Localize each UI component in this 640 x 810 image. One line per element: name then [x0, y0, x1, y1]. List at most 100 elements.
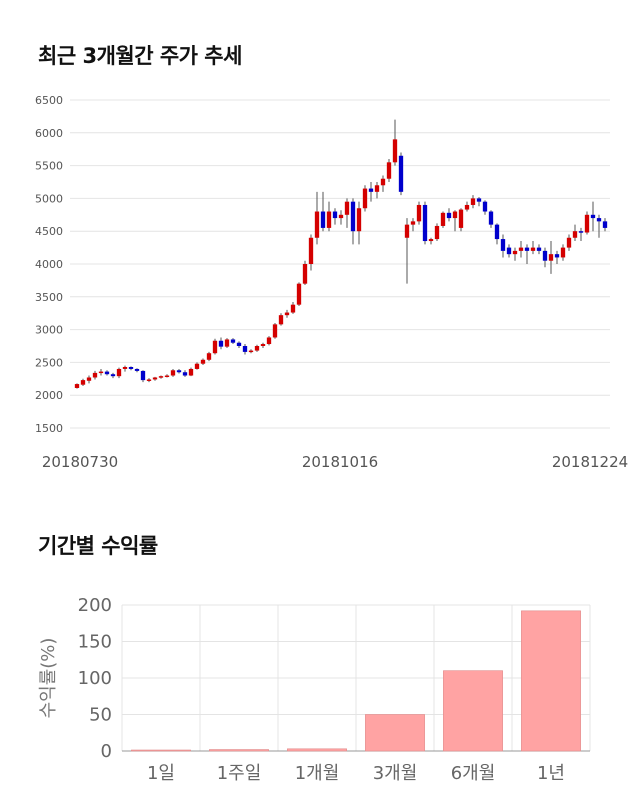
candle-body	[368, 188, 374, 192]
candle-body	[260, 344, 266, 346]
y-tick-label: 1500	[35, 422, 63, 435]
return-bar-5	[521, 610, 581, 752]
candle-body	[80, 380, 86, 385]
price-chart: 1500 2000 2500 3000 3500 4000 4500 5000 5500 6000…	[35, 94, 628, 471]
return-chart: 0 50 100 150 200 1일 1주일 1개월 3개월 6개월 1년 수익률(%)	[38, 595, 591, 784]
candle-body	[110, 374, 116, 377]
x-tick-label: 20181224	[552, 453, 628, 471]
candle-body	[194, 363, 200, 369]
candle-body	[386, 162, 392, 179]
candle-body	[392, 139, 398, 163]
x-tick-label: 1주일	[217, 763, 262, 784]
candle-body	[158, 376, 164, 378]
candle-body	[524, 247, 530, 251]
candle-body	[410, 221, 416, 225]
x-tick-label: 20180730	[42, 453, 118, 471]
candle-body	[218, 340, 224, 347]
candle-body	[104, 371, 110, 375]
candle-body	[116, 368, 122, 377]
candle-body	[560, 247, 566, 258]
return-bar-1	[209, 749, 269, 752]
y-tick-label: 0	[101, 741, 112, 762]
candle-body	[206, 353, 212, 360]
x-tick-label: 20181016	[302, 453, 378, 471]
candle-body	[170, 370, 176, 376]
candle-body	[446, 212, 452, 219]
candle-body	[380, 178, 386, 186]
candle-body	[572, 231, 578, 238]
return-bar-3	[365, 714, 425, 752]
price-chart-title: 최근 3개월간 주가 추세	[38, 44, 242, 68]
candle-body	[230, 339, 236, 343]
candle-body	[308, 237, 314, 264]
candle-body	[176, 370, 182, 373]
candle-body	[290, 304, 296, 313]
candle-body	[332, 211, 338, 219]
y-tick-label: 6500	[35, 94, 63, 107]
candle-body	[398, 155, 404, 192]
candle-body	[434, 225, 440, 240]
candle-body	[224, 339, 230, 347]
candle-body	[344, 201, 350, 215]
candle-body	[122, 366, 128, 369]
y-tick-label: 3000	[35, 324, 63, 337]
candle-body	[140, 370, 146, 381]
y-tick-label: 6000	[35, 127, 63, 140]
candle-body	[506, 247, 512, 255]
candle-body	[416, 204, 422, 222]
y-tick-label: 4000	[35, 258, 63, 271]
candle-body	[266, 337, 272, 345]
candle-body	[536, 247, 542, 251]
candle-body	[584, 214, 590, 233]
candle-body	[590, 214, 596, 219]
candle-body	[512, 250, 518, 255]
x-tick-label: 6개월	[451, 763, 496, 784]
candle-body	[326, 211, 332, 228]
y-tick-label: 150	[78, 632, 112, 653]
candle-body	[554, 254, 560, 258]
candle-body	[596, 218, 602, 222]
candle-body	[350, 201, 356, 232]
y-tick-label: 50	[89, 705, 112, 726]
candle-body	[248, 350, 254, 353]
candle-body	[488, 211, 494, 225]
x-tick-label: 1개월	[295, 763, 340, 784]
return-bar-2	[287, 748, 347, 752]
candle-body	[362, 188, 368, 209]
y-tick-label: 5000	[35, 192, 63, 205]
candle-body	[302, 264, 308, 284]
candle-body	[242, 346, 248, 352]
candle-body	[452, 211, 458, 219]
y-axis-label: 수익률(%)	[38, 638, 59, 719]
y-tick-label: 100	[78, 668, 112, 689]
y-tick-label: 2500	[35, 356, 63, 369]
return-chart-title: 기간별 수익률	[38, 534, 158, 558]
candle-body	[320, 211, 326, 228]
candle-body	[476, 198, 482, 202]
candle-body	[602, 221, 608, 228]
candle-body	[134, 368, 140, 371]
candle-body	[164, 375, 170, 378]
candle-body	[548, 254, 554, 261]
y-tick-label: 3500	[35, 291, 63, 304]
candle-body	[422, 204, 428, 242]
x-tick-label: 1일	[147, 763, 175, 784]
candle-body	[428, 239, 434, 242]
y-tick-label: 2000	[35, 389, 63, 402]
return-bar-0	[131, 749, 191, 752]
candle-body	[146, 379, 152, 381]
candle-body	[314, 211, 320, 238]
candle-body	[200, 359, 206, 364]
candle-body	[254, 346, 260, 351]
candle-body	[296, 283, 302, 305]
candle-body	[98, 371, 104, 374]
candle-body	[530, 247, 536, 251]
candle-body	[464, 204, 470, 210]
candle-body	[278, 315, 284, 325]
x-tick-label: 3개월	[373, 763, 418, 784]
candle-body	[86, 377, 92, 381]
x-tick-label: 1년	[537, 763, 565, 784]
y-tick-label: 5500	[35, 160, 63, 173]
candle-body	[92, 372, 98, 378]
candle-body	[356, 208, 362, 232]
